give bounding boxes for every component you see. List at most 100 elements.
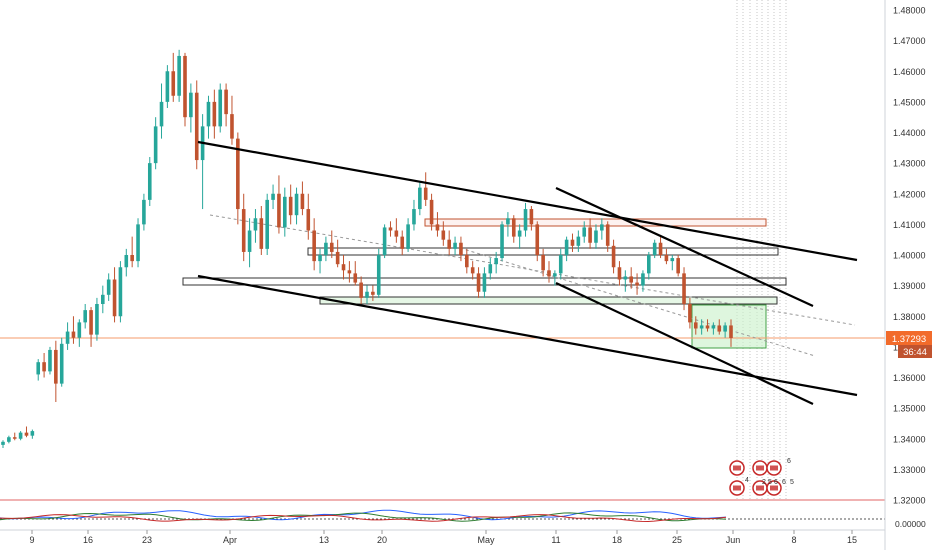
candle-body	[259, 218, 264, 249]
candle-body	[183, 55, 187, 118]
candle-body	[635, 282, 639, 286]
candle-body	[288, 196, 293, 216]
candle-body	[605, 224, 610, 246]
time-tick-label: 25	[672, 535, 682, 545]
price-tick-label: 1.47000	[893, 36, 926, 46]
candle-body	[517, 230, 522, 237]
candle-body	[535, 224, 540, 255]
candle-body	[324, 242, 328, 255]
candle-body	[230, 114, 234, 139]
candle-body	[300, 193, 305, 210]
price-tick-label: 1.43000	[893, 159, 926, 169]
candle-body	[541, 255, 545, 271]
candle-body	[71, 331, 76, 338]
trend-lines[interactable]	[197, 140, 858, 405]
candle-body	[705, 325, 710, 329]
candle-body	[547, 270, 551, 277]
candle-body	[247, 230, 252, 252]
candle-body	[212, 101, 217, 127]
price-tick-label: 1.39000	[893, 281, 926, 291]
candle-body	[647, 255, 651, 274]
time-tick-label: Jun	[726, 535, 741, 545]
candle-body	[382, 227, 387, 255]
candle-body	[394, 230, 399, 237]
candle-body	[629, 276, 633, 283]
candle-body	[500, 224, 504, 259]
flag-icon	[756, 465, 764, 471]
time-tick-label: 11	[551, 535, 560, 545]
candle-body	[600, 224, 604, 231]
candle-body	[711, 325, 716, 329]
candle-body	[482, 273, 487, 292]
candle-body	[388, 227, 393, 231]
candle-body	[676, 258, 680, 274]
candle-body	[236, 138, 240, 210]
event-count-label: 6	[787, 458, 791, 465]
candle-body	[30, 431, 35, 436]
drawing-zones[interactable]	[182, 218, 787, 349]
upper-channel-trendline[interactable]	[197, 140, 858, 262]
time-tick-label: 20	[377, 535, 387, 545]
candle-body	[682, 273, 686, 304]
candle-body	[494, 258, 498, 265]
candle-body	[441, 230, 446, 240]
lower-channel-trendline[interactable]	[197, 274, 858, 397]
current-price-badge: 1.37293 36:44	[886, 331, 932, 358]
event-count-label: 4	[745, 477, 749, 484]
time-axis[interactable]: 9 16 23 Apr 13 20 May 11 18 25 Jun 8 15	[29, 530, 857, 545]
candle-body	[506, 218, 510, 225]
candle-body	[130, 255, 134, 262]
price-tick-label: 1.35000	[893, 404, 926, 414]
candle-body	[24, 432, 29, 436]
price-tick-label: 1.32000	[893, 496, 926, 506]
candle-body	[582, 227, 587, 237]
oscillator-line-red	[0, 514, 727, 523]
oscillator-panel[interactable]	[0, 509, 885, 523]
candle-body	[136, 224, 140, 262]
time-tick-label: 13	[319, 535, 329, 545]
candle-body	[224, 89, 228, 115]
flag-icon	[733, 465, 741, 471]
time-tick-label: 9	[29, 535, 34, 545]
candle-body	[294, 193, 299, 216]
event-count-label: 6	[774, 479, 778, 486]
flag-icon	[756, 485, 764, 491]
support-zone-green[interactable]	[319, 296, 778, 305]
flag-icon	[733, 485, 741, 491]
event-count-label: 6	[782, 479, 786, 486]
candle-body	[429, 199, 434, 225]
projection-dashed-line-2	[459, 247, 816, 357]
candle-body	[189, 92, 193, 118]
economic-event-markers[interactable]: 4 2 5 666 5	[729, 458, 794, 496]
candle-body	[194, 92, 199, 161]
candle-body	[418, 187, 422, 210]
candle-body	[118, 267, 123, 317]
candle-body	[435, 224, 440, 231]
candle-body	[318, 255, 322, 262]
candle-body	[717, 325, 722, 332]
candle-body	[511, 218, 516, 237]
candle-body	[376, 255, 381, 295]
candle-body	[476, 273, 481, 292]
steep-support-trendline[interactable]	[555, 282, 814, 405]
candle-body	[142, 199, 146, 225]
price-tick-label: 1.44000	[893, 128, 926, 138]
price-axis[interactable]: 1.48000 1.47000 1.46000 1.45000 1.44000 1.430…	[893, 6, 926, 506]
bar-countdown-label: 36:44	[903, 347, 927, 358]
event-count-label: 5	[790, 479, 794, 486]
steep-resistance-trendline[interactable]	[555, 187, 814, 307]
candle-body	[723, 325, 727, 332]
event-count-label: 2	[762, 479, 766, 486]
candle-body	[465, 255, 469, 268]
price-tick-label: 1.38000	[893, 312, 926, 322]
candle-body	[400, 236, 405, 249]
time-tick-label: 18	[612, 535, 622, 545]
candle-body	[558, 255, 563, 274]
candle-body	[335, 251, 340, 265]
candle-body	[65, 331, 70, 344]
time-tick-label: Apr	[223, 535, 237, 545]
target-zone-green[interactable]	[691, 304, 767, 349]
